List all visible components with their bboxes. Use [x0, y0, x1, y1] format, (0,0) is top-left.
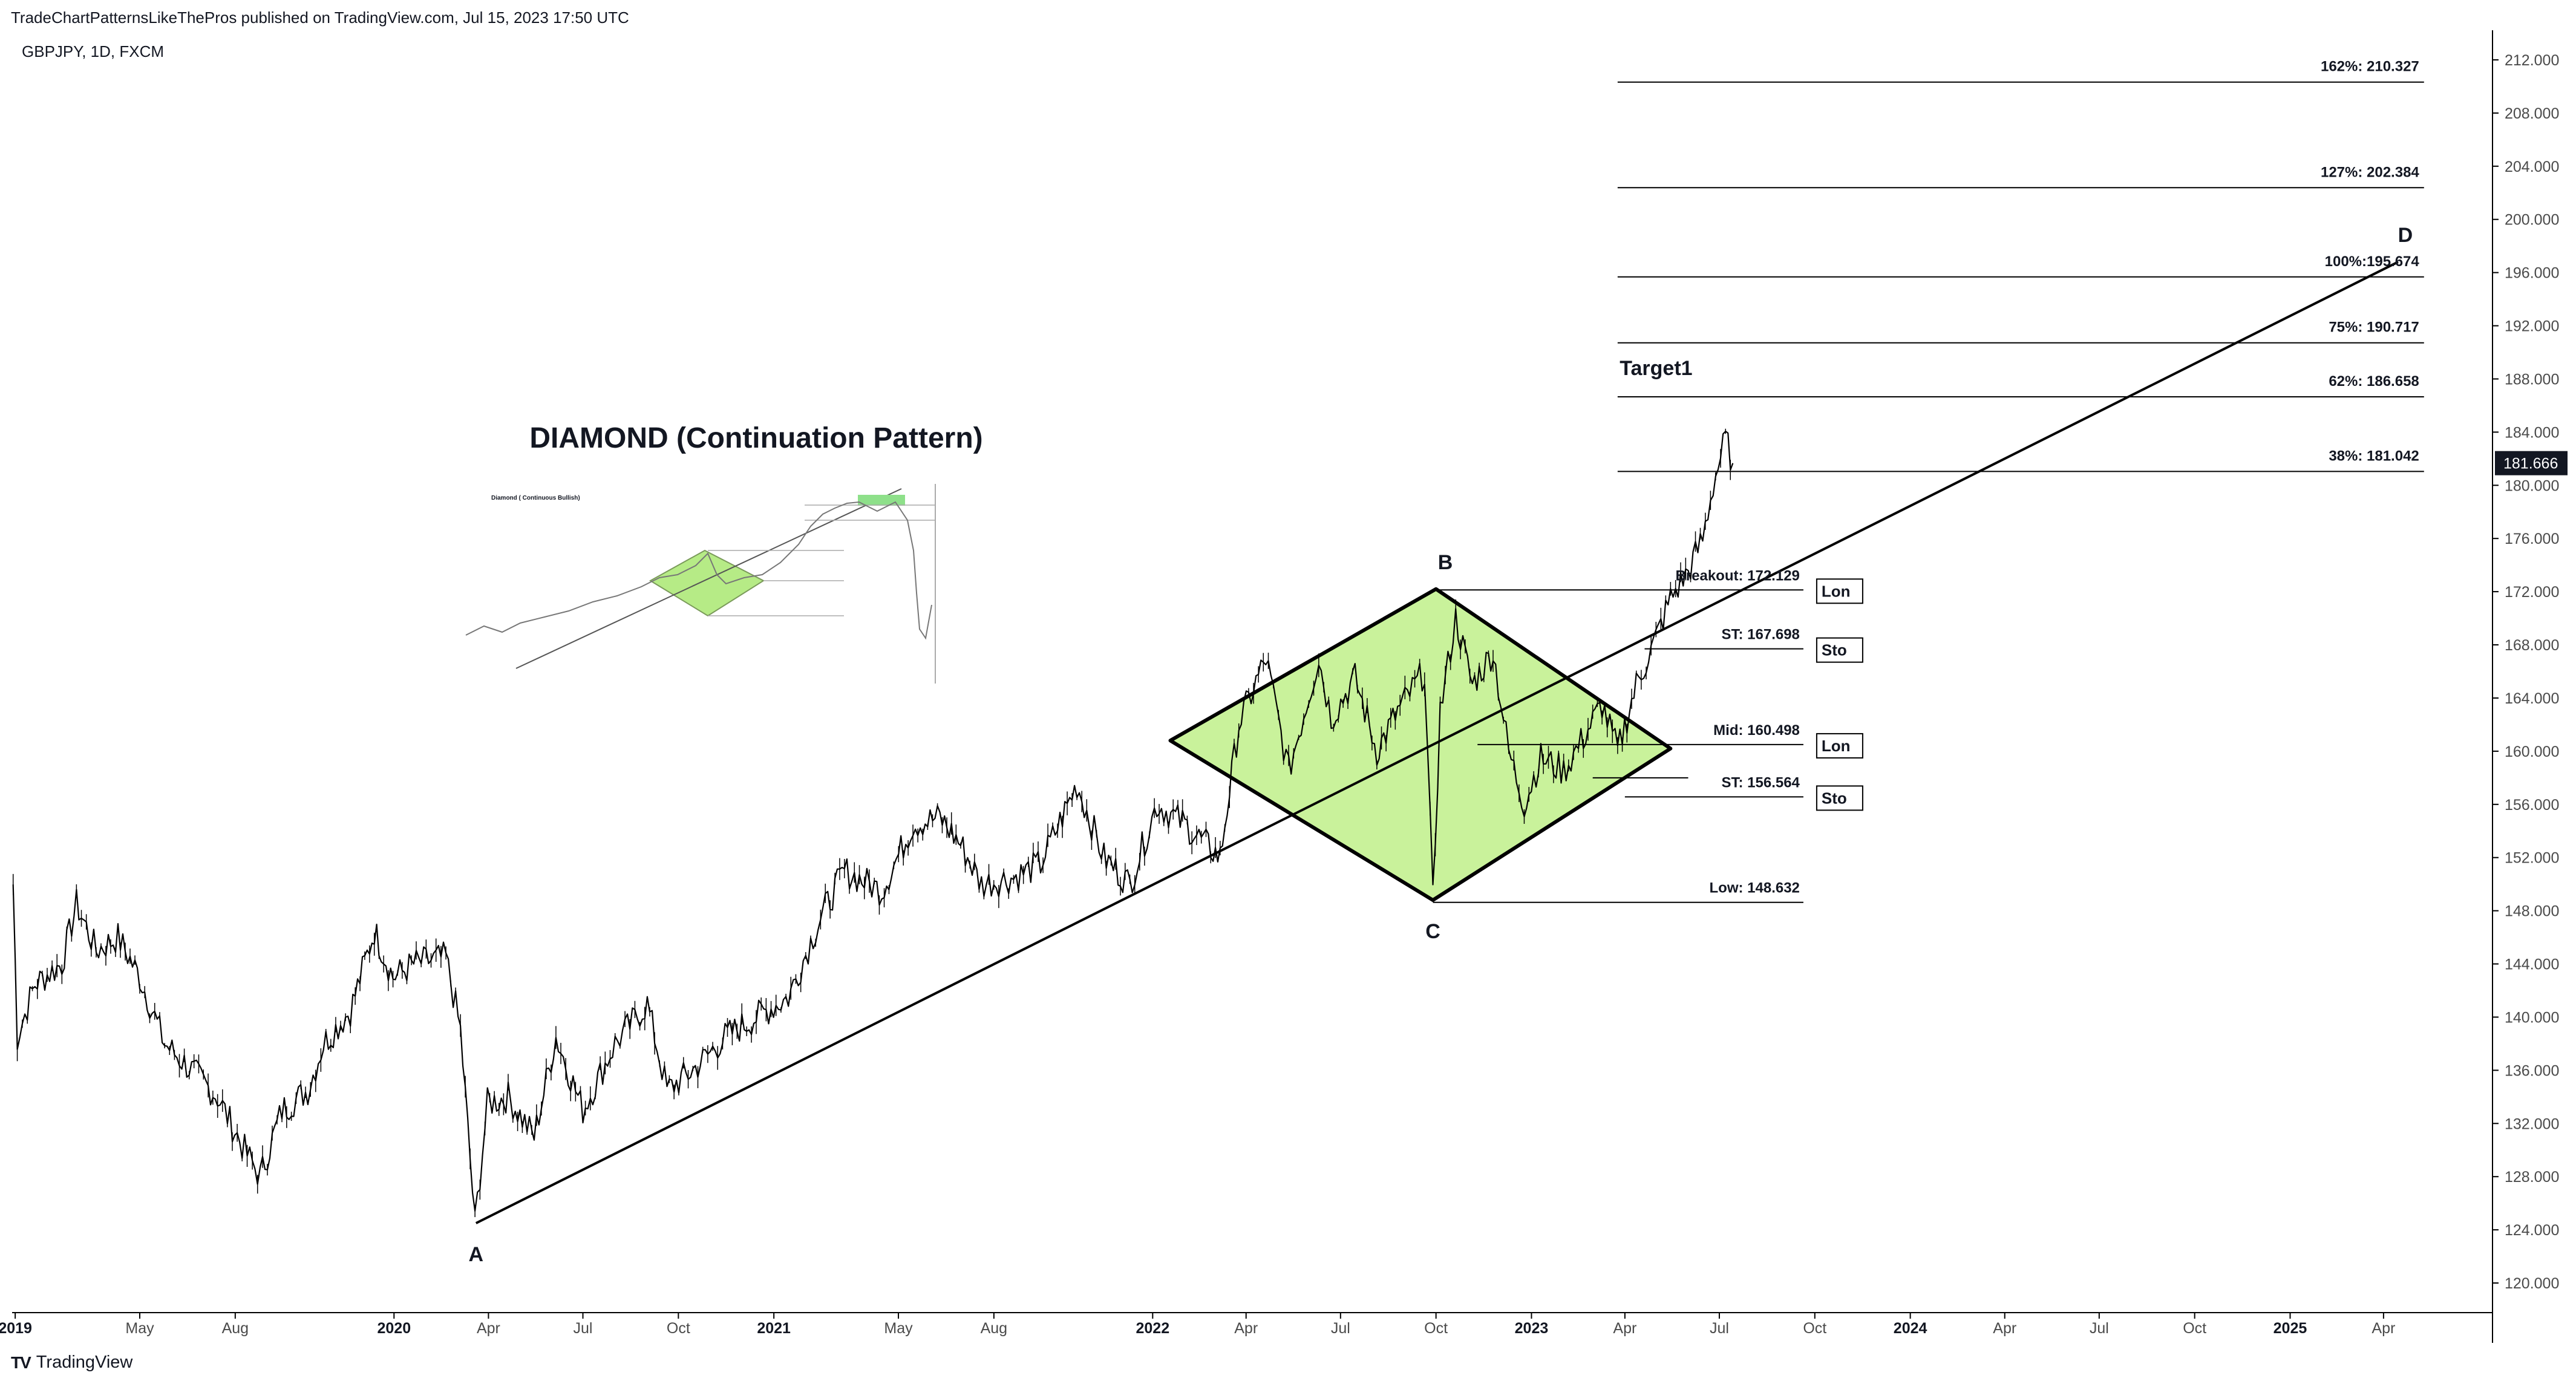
inset-target-box — [858, 495, 905, 506]
x-tick-label: Apr — [1234, 1320, 1258, 1337]
inset-thumbnail: Diamond ( Continuous Bullish) — [465, 484, 936, 684]
y-tick-label: 148.000 — [2505, 903, 2559, 920]
level-label: Mid: 160.498 — [1713, 722, 1800, 739]
point-label-d: D — [2398, 224, 2413, 247]
y-tick-label: 164.000 — [2505, 690, 2559, 707]
footer-brand-label: TradingView — [36, 1353, 133, 1372]
level-tag: Lon — [1822, 737, 1851, 755]
level-tag-box — [1816, 785, 1863, 811]
x-tick-label: Apr — [477, 1320, 500, 1337]
y-tick-label: 168.000 — [2505, 637, 2559, 654]
symbol-info: GBPJPY, 1D, FXCM — [22, 42, 165, 60]
level-label: Low: 148.632 — [1710, 880, 1800, 896]
level-label: ST: 156.564 — [1721, 774, 1800, 791]
x-tick-label: Jul — [2090, 1320, 2109, 1337]
x-tick-label: Apr — [1613, 1320, 1636, 1337]
x-tick-label: 2021 — [757, 1320, 791, 1337]
x-tick-label: May — [884, 1320, 913, 1337]
y-tick-label: 184.000 — [2505, 424, 2559, 441]
trendline-a-d — [475, 261, 2399, 1224]
chart-title: DIAMOND (Continuation Pattern) — [529, 422, 982, 454]
x-tick-label: 2022 — [1136, 1320, 1170, 1337]
point-label-b: B — [1438, 551, 1453, 574]
x-tick-label: 2020 — [377, 1320, 411, 1337]
target-label: Target1 — [1620, 357, 1692, 380]
x-tick-label: Jul — [1710, 1320, 1729, 1337]
x-tick-label: Jul — [1331, 1320, 1350, 1337]
x-tick-label: Jul — [574, 1320, 593, 1337]
fib-level-label: 75%: 190.717 — [2329, 319, 2419, 336]
point-label-a: A — [469, 1243, 484, 1266]
x-tick-label: Aug — [981, 1320, 1007, 1337]
fib-level-label: 62%: 186.658 — [2329, 373, 2419, 390]
y-tick-label: 180.000 — [2505, 477, 2559, 494]
fib-level-label: 100%:195.674 — [2325, 253, 2420, 270]
level-tag-box — [1816, 733, 1863, 759]
x-tick-label: Oct — [1424, 1320, 1448, 1337]
x-tick-label: May — [125, 1320, 154, 1337]
x-tick-label: 2023 — [1515, 1320, 1549, 1337]
fib-level-label: 38%: 181.042 — [2329, 448, 2419, 464]
y-tick-label: 192.000 — [2505, 318, 2559, 335]
x-tick-label: 2025 — [2274, 1320, 2307, 1337]
y-tick-label: 128.000 — [2505, 1169, 2559, 1186]
y-tick-label: 144.000 — [2505, 956, 2559, 973]
last-price-badge — [2495, 451, 2568, 475]
point-label-c: C — [1425, 920, 1440, 943]
inset-price-line — [465, 501, 932, 640]
y-tick-label: 172.000 — [2505, 584, 2559, 601]
x-tick-label: Apr — [1993, 1320, 2016, 1337]
fib-level-label: 127%: 202.384 — [2321, 164, 2419, 180]
x-tick-label: Aug — [222, 1320, 249, 1337]
x-tick-label: Oct — [2183, 1320, 2206, 1337]
y-tick-label: 160.000 — [2505, 743, 2559, 760]
level-tag: Sto — [1822, 641, 1847, 659]
x-tick-label: Oct — [1803, 1320, 1826, 1337]
diamond-pattern — [1168, 587, 1673, 903]
inset-title: Diamond ( Continuous Bullish) — [491, 495, 580, 501]
y-tick-label: 208.000 — [2505, 105, 2559, 122]
price-wicks — [12, 428, 1731, 1218]
x-tick-label: 2019 — [0, 1320, 32, 1337]
level-tag-box — [1816, 637, 1863, 663]
y-tick-label: 156.000 — [2505, 797, 2559, 814]
x-tick-label: Oct — [667, 1320, 690, 1337]
y-tick-label: 136.000 — [2505, 1062, 2559, 1079]
y-tick-label: 176.000 — [2505, 530, 2559, 547]
y-tick-label: 196.000 — [2505, 265, 2559, 282]
x-tick-label: Apr — [2372, 1320, 2395, 1337]
x-tick-label: 2024 — [1894, 1320, 1927, 1337]
y-tick-label: 132.000 — [2505, 1115, 2559, 1132]
level-tag: Sto — [1822, 789, 1847, 807]
publish-info: TradeChartPatternsLikeThePros published … — [11, 8, 629, 27]
footer-brand: TV TradingView — [11, 1353, 132, 1373]
tradingview-logo-icon: TV — [11, 1353, 31, 1372]
y-tick-label: 188.000 — [2505, 371, 2559, 388]
y-tick-label: 200.000 — [2505, 212, 2559, 229]
y-tick-label: 212.000 — [2505, 52, 2559, 69]
y-tick-label: 124.000 — [2505, 1222, 2559, 1239]
inset-diamond — [649, 549, 765, 617]
last-price-label: 181.666 — [2503, 455, 2558, 472]
inset-trendline — [515, 488, 902, 669]
level-tag: Lon — [1822, 582, 1851, 600]
level-tag-box — [1816, 578, 1863, 604]
level-label: ST: 167.698 — [1721, 627, 1799, 643]
y-tick-label: 120.000 — [2505, 1275, 2559, 1292]
fib-level-label: 162%: 210.327 — [2321, 59, 2419, 75]
y-tick-label: 204.000 — [2505, 158, 2559, 175]
y-tick-label: 152.000 — [2505, 850, 2559, 867]
level-label: Breakout: 172.129 — [1675, 567, 1799, 584]
y-tick-label: 140.000 — [2505, 1009, 2559, 1026]
